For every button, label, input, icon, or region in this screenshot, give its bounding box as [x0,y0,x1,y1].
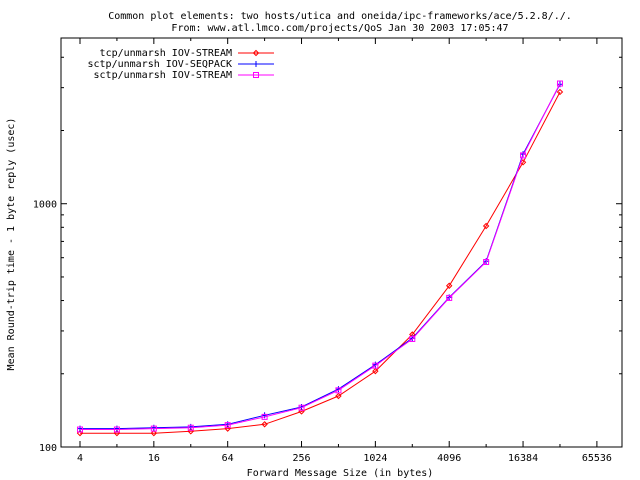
data-point [335,392,342,400]
x-axis-label: Forward Message Size (in bytes) [247,468,434,479]
legend-label: sctp/unmarsh IOV-STREAM [94,70,232,81]
x-tick-label: 256 [292,453,310,464]
x-tick-label: 64 [222,453,234,464]
series-layer [76,80,564,437]
data-point [446,282,453,289]
data-point [372,367,379,375]
x-tick-label: 65536 [582,453,612,464]
data-point [113,426,120,433]
legend-marker [253,61,259,67]
data-point [150,425,157,432]
series-1 [76,81,563,432]
x-tick-label: 16 [148,453,160,464]
series-0 [76,88,564,437]
plot-area-frame [60,37,623,448]
y-tick-label: 100 [39,443,57,454]
data-point [483,259,490,266]
data-point [261,413,268,420]
data-point [556,80,563,87]
data-point [409,335,416,342]
data-point [446,294,453,301]
x-axis: 4 16 64 256 1024 4096 16384 65536 [77,38,612,464]
data-point [261,421,268,428]
series-line [80,83,561,430]
x-tick-label: 4 [77,453,83,464]
data-point [76,426,83,433]
chart-title-line2: From: www.atl.lmco.com/projects/QoS Jan … [171,23,508,34]
data-point [335,387,342,394]
legend-marker [252,49,260,57]
data-point [298,404,305,411]
series-2 [76,80,563,433]
x-tick-label: 1024 [363,453,387,464]
x-tick-label: 4096 [437,453,461,464]
chart-title-line1: Common plot elements: two hosts/utica an… [108,11,572,22]
data-point [372,362,379,369]
y-axis-label: Mean Round-trip time - 1 byte reply (use… [6,118,17,371]
series-line [80,91,561,434]
data-point [556,88,564,96]
y-axis: 100 1000 [33,56,622,454]
legend-label: tcp/unmarsh IOV-STREAM [100,48,232,59]
data-point [520,152,527,159]
data-point [224,422,231,429]
legend-marker [253,72,259,78]
data-point [482,222,490,230]
x-tick-label: 16384 [508,453,538,464]
data-point [187,424,194,431]
data-point [150,429,158,437]
y-tick-label: 1000 [33,200,57,211]
legend-label: sctp/unmarsh IOV-SEQPACK [88,59,233,70]
